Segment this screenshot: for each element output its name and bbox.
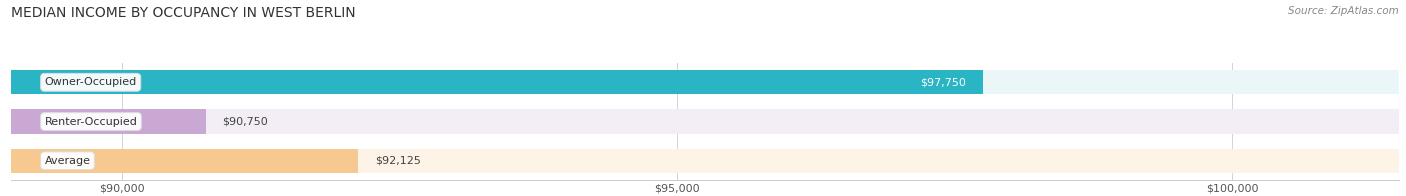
Text: Renter-Occupied: Renter-Occupied xyxy=(45,116,138,127)
Bar xyxy=(11,149,1399,173)
Bar xyxy=(11,70,1399,94)
Text: Owner-Occupied: Owner-Occupied xyxy=(45,77,136,87)
Text: Average: Average xyxy=(45,156,90,166)
Text: $97,750: $97,750 xyxy=(920,77,966,87)
Text: Source: ZipAtlas.com: Source: ZipAtlas.com xyxy=(1288,6,1399,16)
Text: $92,125: $92,125 xyxy=(375,156,420,166)
Bar xyxy=(11,109,1399,134)
Bar xyxy=(11,70,983,94)
Bar xyxy=(11,109,205,134)
Text: $90,750: $90,750 xyxy=(222,116,269,127)
Text: MEDIAN INCOME BY OCCUPANCY IN WEST BERLIN: MEDIAN INCOME BY OCCUPANCY IN WEST BERLI… xyxy=(11,6,356,20)
Bar xyxy=(11,149,359,173)
